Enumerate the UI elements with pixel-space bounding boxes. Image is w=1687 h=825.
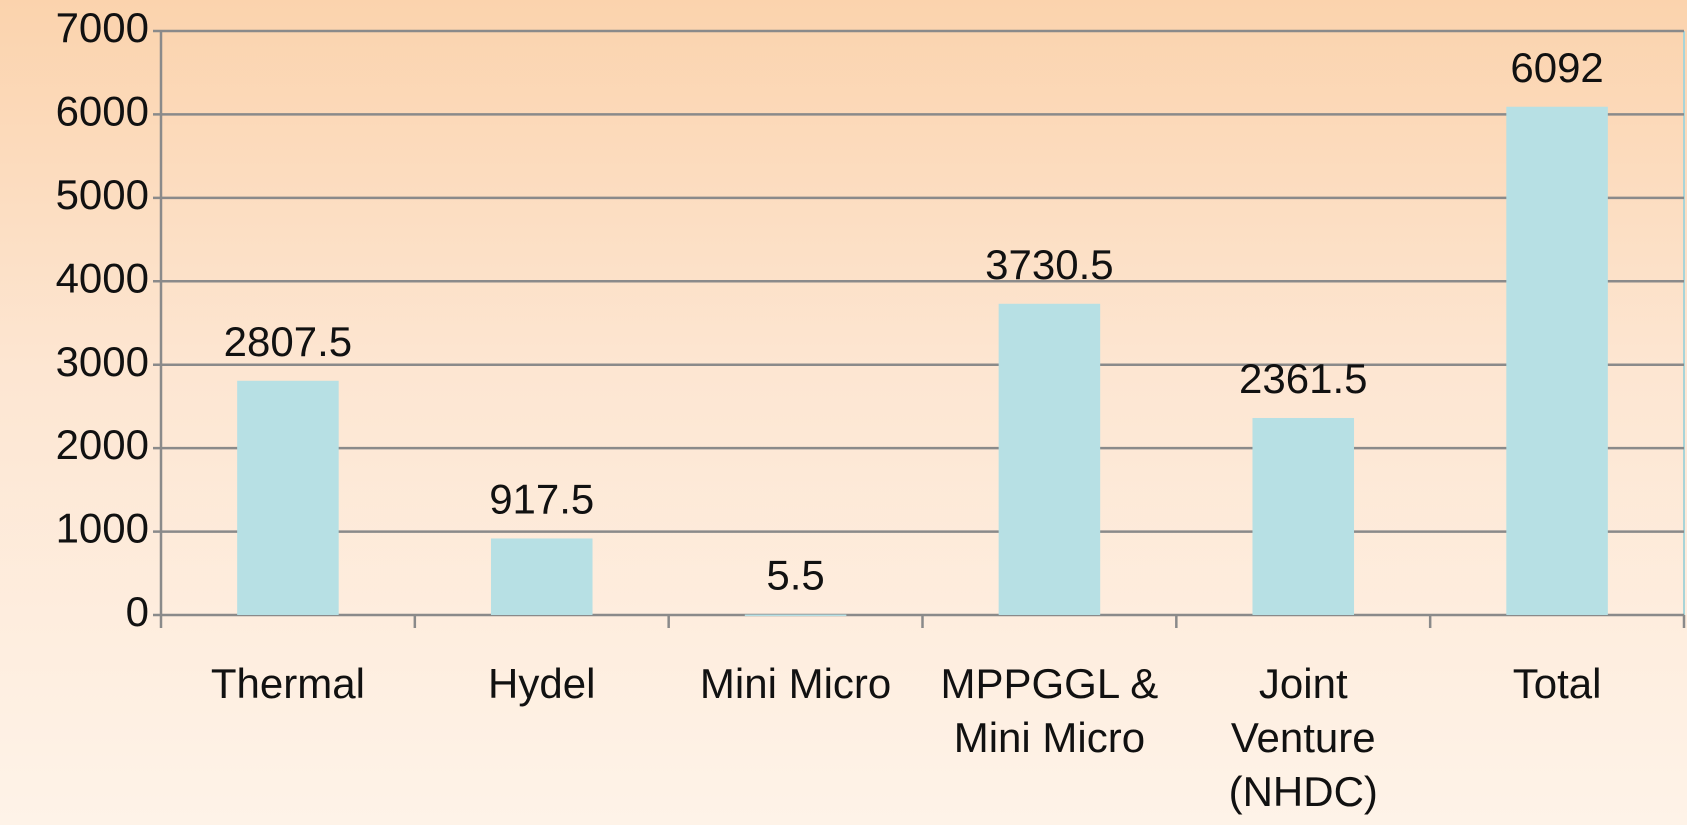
x-tick-label: Hydel xyxy=(488,660,596,707)
y-tick-label: 4000 xyxy=(56,254,149,301)
bar xyxy=(1506,106,1608,615)
bar xyxy=(998,303,1101,615)
value-label: 917.5 xyxy=(489,476,594,523)
value-label: 6092 xyxy=(1510,44,1603,91)
bar xyxy=(237,380,339,615)
y-tick-label: 0 xyxy=(126,588,149,635)
value-label: 2807.5 xyxy=(224,318,352,365)
x-tick-label: Total xyxy=(1512,660,1602,707)
x-tick-label: Joint Venture (NHDC) xyxy=(1228,660,1378,815)
y-tick-label: 1000 xyxy=(56,505,149,552)
x-tick-label: Thermal xyxy=(210,660,365,707)
value-label: 5.5 xyxy=(766,552,824,599)
y-tick-label: 7000 xyxy=(56,4,149,51)
bar xyxy=(490,538,593,615)
x-tick-label: Mini Micro xyxy=(699,660,892,707)
y-tick-label: 3000 xyxy=(56,338,149,385)
value-label: 3730.5 xyxy=(985,241,1113,288)
bar xyxy=(1252,417,1355,615)
y-tick-label: 6000 xyxy=(56,88,149,135)
value-label: 2361.5 xyxy=(1239,355,1367,402)
bar xyxy=(744,614,847,617)
y-tick-label: 2000 xyxy=(56,421,149,468)
y-tick-label: 5000 xyxy=(56,171,149,218)
x-tick-label: MPPGGL & Mini Micro xyxy=(940,660,1159,761)
